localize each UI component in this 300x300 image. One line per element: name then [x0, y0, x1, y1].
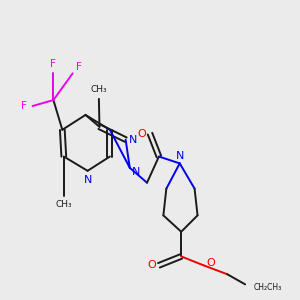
- Text: O: O: [137, 129, 146, 139]
- Text: N: N: [83, 175, 92, 185]
- Text: N: N: [176, 151, 184, 161]
- Text: O: O: [207, 258, 215, 268]
- Text: F: F: [76, 62, 82, 72]
- Text: CH₃: CH₃: [56, 200, 72, 209]
- Text: CH₂CH₃: CH₂CH₃: [254, 283, 282, 292]
- Text: F: F: [21, 101, 27, 111]
- Text: N: N: [131, 167, 140, 177]
- Text: O: O: [147, 260, 156, 270]
- Text: F: F: [50, 59, 56, 69]
- Text: CH₃: CH₃: [91, 85, 107, 94]
- Text: N: N: [129, 135, 137, 145]
